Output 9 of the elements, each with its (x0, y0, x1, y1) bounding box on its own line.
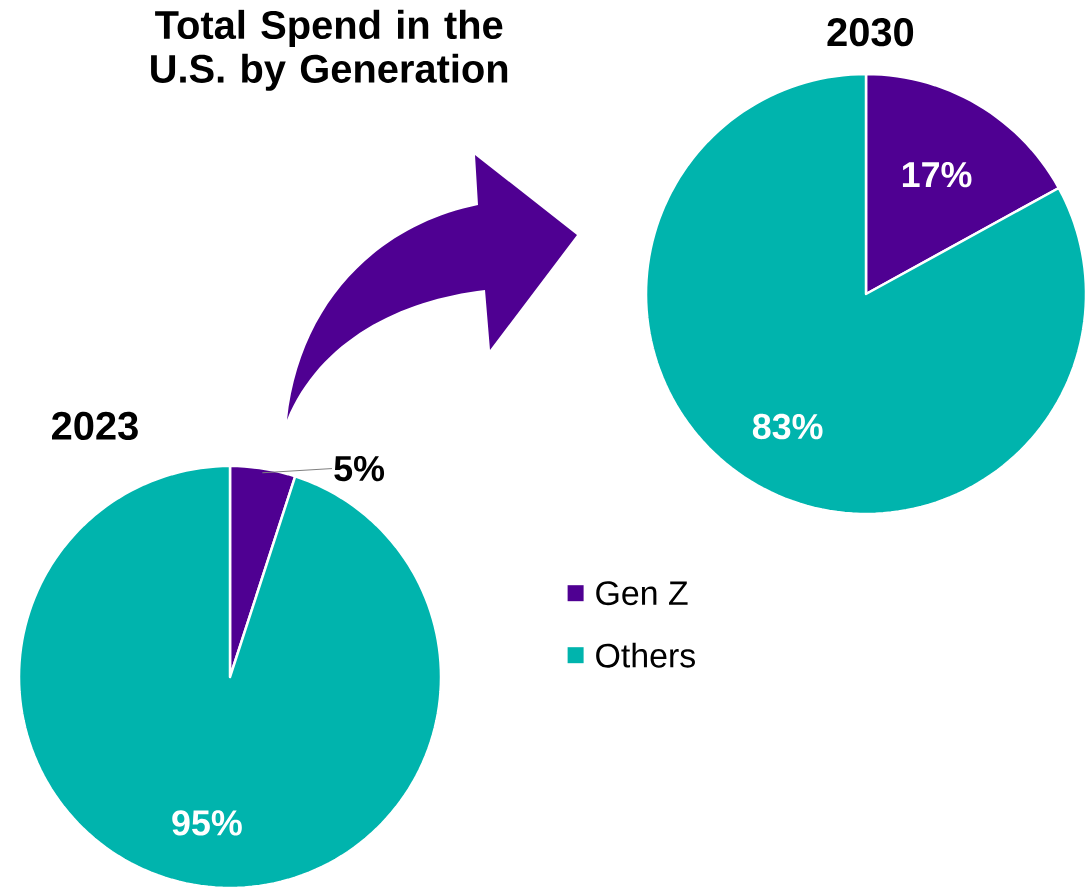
data-label: 17% (902, 162, 972, 188)
legend-label: Gen Z (596, 581, 688, 606)
data-label: 83% (752, 413, 823, 440)
legend-label: Others (596, 642, 695, 668)
chart-title: 2030 (827, 18, 914, 47)
chart-title: 2023 (52, 411, 138, 441)
data-label: 5% (334, 455, 385, 482)
data-label: 95% (172, 810, 242, 836)
text: Total Spend in the U.S. by Generation (151, 9, 508, 91)
